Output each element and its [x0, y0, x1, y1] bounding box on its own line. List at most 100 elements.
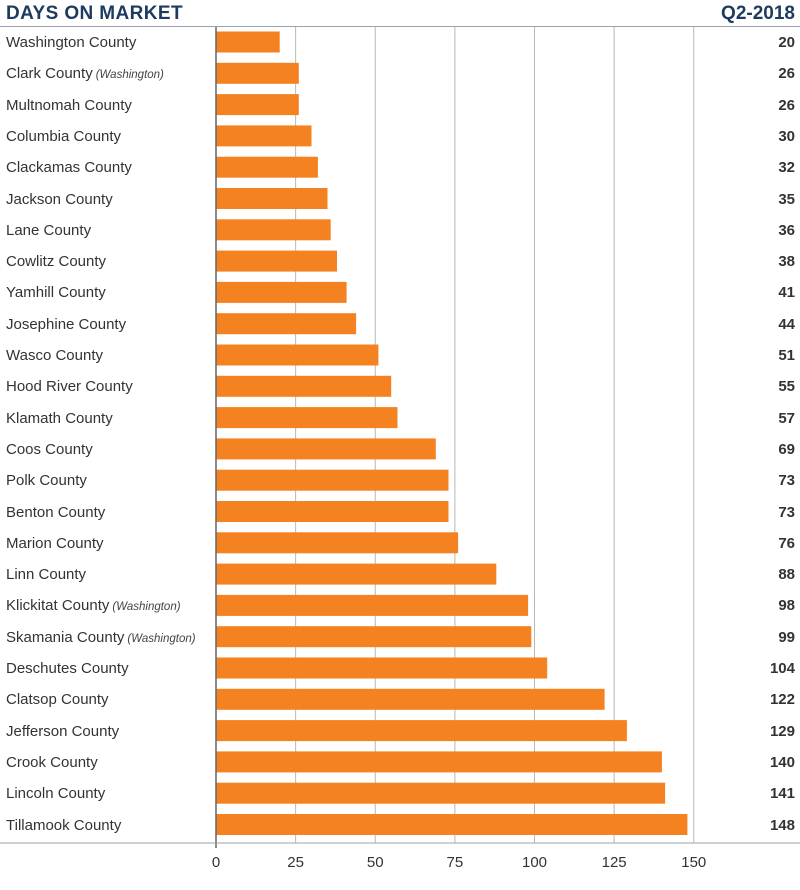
value-label: 55 [778, 378, 795, 396]
value-label: 38 [778, 253, 795, 271]
category-label: Jefferson County [6, 722, 119, 742]
category-label: Yamhill County [6, 283, 106, 303]
category-label: Coos County [6, 440, 93, 460]
chart-period: Q2-2018 [721, 3, 795, 24]
x-tick-label-0: 0 [212, 854, 220, 871]
bar-15 [216, 501, 449, 522]
value-label: 129 [769, 722, 795, 740]
value-label: 32 [778, 159, 795, 177]
category-label: Washington County [6, 33, 136, 53]
bar-2 [216, 94, 299, 116]
category-label: Polk County [6, 471, 87, 491]
bar-20 [216, 657, 548, 679]
category-name: Jefferson County [6, 722, 120, 740]
value-label: 98 [778, 597, 795, 615]
category-label: Skamania County (Washington) [6, 628, 196, 649]
category-name: Polk County [6, 472, 87, 490]
bar-1 [216, 62, 299, 84]
bar-21 [216, 688, 605, 710]
category-name: Clatsop County [6, 691, 109, 709]
chart-header: DAYS ON MARKET Q2-2018 [0, 0, 800, 27]
category-label: Klamath County [6, 409, 113, 429]
category-note: (Washington) [112, 601, 181, 614]
category-label: Benton County [6, 503, 105, 523]
category-label: Clackamas County [6, 158, 132, 178]
bar-19 [216, 626, 532, 648]
category-name: Crook County [6, 753, 98, 771]
bar-4 [216, 156, 318, 178]
category-name: Cowlitz County [6, 253, 107, 271]
value-label: 73 [778, 503, 795, 521]
category-name: Wasco County [6, 347, 103, 364]
x-tick-label-125: 125 [602, 854, 627, 871]
value-label: 73 [778, 472, 795, 490]
bar-25 [216, 814, 688, 835]
category-name: Lincoln County [6, 785, 106, 803]
category-name: Tillamook County [6, 816, 122, 834]
category-name: Clark County [6, 65, 93, 83]
value-label: 99 [778, 628, 795, 646]
category-name: Washington County [6, 34, 137, 51]
category-name: Deschutes County [6, 660, 129, 677]
bar-13 [216, 438, 436, 460]
category-label: Klickitat County (Washington) [6, 596, 181, 617]
category-label: Josephine County [6, 315, 126, 335]
bar-14 [216, 469, 449, 491]
bar-12 [216, 407, 398, 429]
value-label: 44 [778, 315, 795, 333]
value-label: 148 [769, 816, 795, 834]
value-label: 35 [778, 190, 795, 208]
category-name: Skamania County [6, 628, 125, 646]
category-name: Columbia County [6, 127, 122, 145]
category-label: Crook County [6, 753, 98, 773]
category-label: Cowlitz County [6, 252, 106, 272]
bar-22 [216, 720, 627, 742]
value-label: 141 [769, 785, 795, 803]
x-tick-label-150: 150 [681, 854, 706, 871]
category-label: Wasco County [6, 346, 103, 366]
category-label: Lincoln County [6, 784, 105, 804]
category-name: Hood River County [6, 378, 133, 396]
value-label: 88 [778, 566, 795, 584]
value-label: 41 [778, 284, 795, 302]
category-label: Hood River County [6, 377, 133, 397]
category-note: (Washington) [127, 632, 196, 645]
bar-10 [216, 344, 379, 366]
category-label: Lane County [6, 221, 91, 241]
category-label: Deschutes County [6, 659, 129, 679]
x-tick-label-100: 100 [522, 854, 547, 871]
value-label: 122 [769, 691, 795, 709]
value-label: 20 [778, 34, 795, 51]
category-label: Multnomah County [6, 96, 132, 116]
category-label: Clatsop County [6, 690, 109, 710]
x-tick-label-75: 75 [447, 854, 464, 871]
value-label: 36 [778, 221, 795, 239]
category-name: Benton County [6, 503, 106, 521]
category-label: Columbia County [6, 127, 121, 147]
category-name: Coos County [6, 440, 93, 458]
bar-18 [216, 594, 529, 616]
bar-24 [216, 782, 666, 804]
bar-3 [216, 125, 312, 147]
value-label: 30 [778, 127, 795, 145]
value-label: 104 [769, 660, 795, 677]
category-label: Marion County [6, 534, 104, 554]
category-name: Multnomah County [6, 96, 132, 114]
value-label: 140 [769, 753, 795, 771]
chart-title: DAYS ON MARKET [6, 3, 183, 24]
bar-17 [216, 563, 497, 585]
bar-11 [216, 375, 392, 397]
x-tick-label-50: 50 [367, 854, 384, 871]
category-label: Clark County (Washington) [6, 64, 164, 85]
category-name: Klickitat County [6, 597, 110, 615]
value-label: 26 [778, 65, 795, 83]
value-label: 51 [778, 347, 795, 364]
category-label: Jackson County [6, 190, 113, 210]
bar-6 [216, 219, 331, 241]
bar-7 [216, 250, 337, 272]
value-label: 57 [778, 409, 795, 427]
x-tick-label-25: 25 [287, 854, 304, 871]
bar-16 [216, 532, 459, 554]
